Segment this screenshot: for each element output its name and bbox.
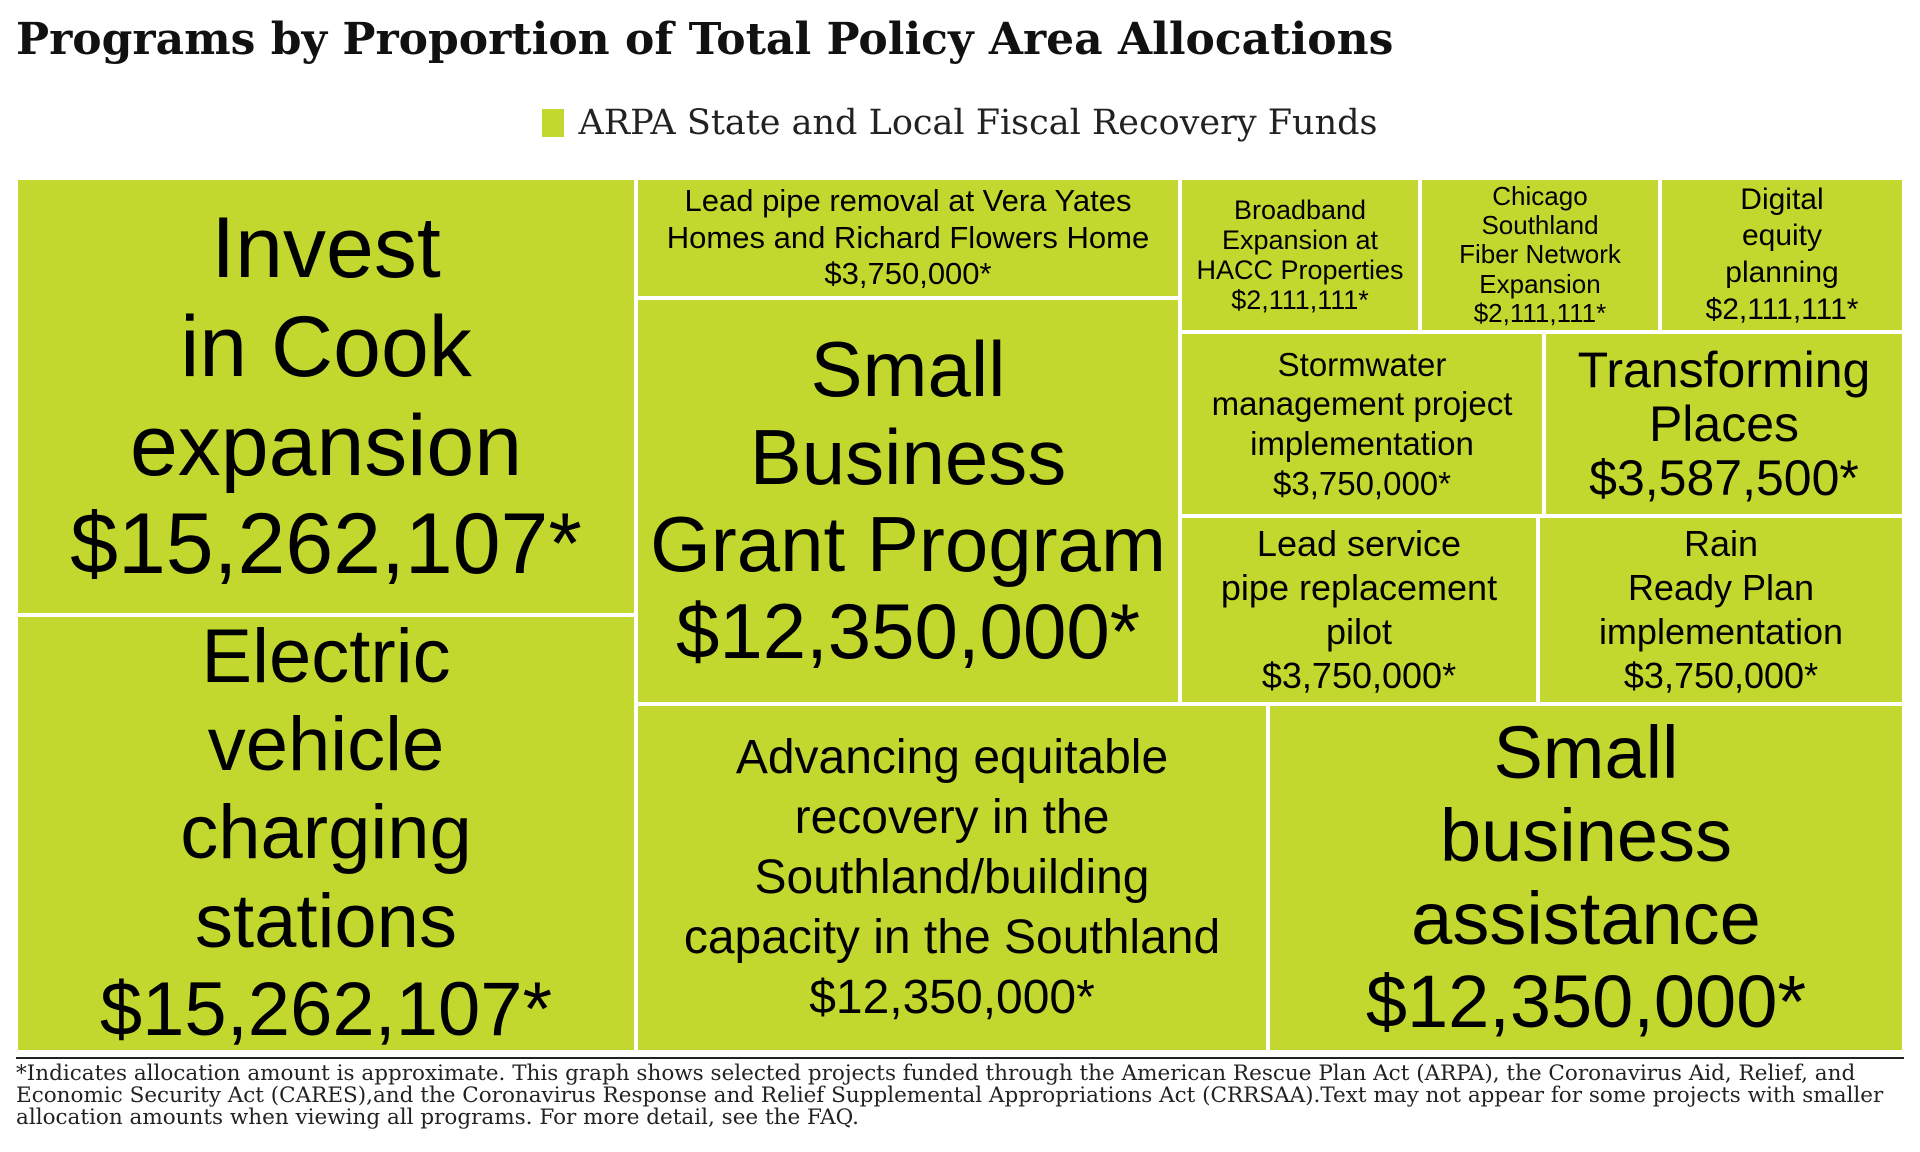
treemap-tile-small-business-assistance[interactable]: Small business assistance $12,350,000* (1268, 704, 1904, 1052)
treemap-tile-value: $3,587,500* (1589, 450, 1859, 506)
treemap-tile-value: $15,262,107* (99, 966, 553, 1052)
treemap-tile-label: Digital equity planning (1725, 182, 1839, 289)
treemap-tile-value: $2,111,111* (1705, 292, 1859, 326)
footnote: *Indicates allocation amount is approxim… (16, 1061, 1884, 1130)
treemap-tile-advancing-equitable-recovery-in-the-sout[interactable]: Advancing equitable recovery in the Southl… (636, 704, 1268, 1052)
treemap-tile-text: Lead service pipe replacement pilot $3,750,… (1221, 522, 1497, 698)
treemap-tile-text: Small business assistance $12,350,000* (1365, 711, 1807, 1044)
treemap-tile-value: $12,350,000* (809, 971, 1095, 1024)
legend: ARPA State and Local Fiscal Recovery Fun… (0, 103, 1920, 143)
treemap-tile-value: $3,750,000* (1272, 464, 1451, 502)
treemap-tile-text: Lead pipe removal at Vera Yates Homes and… (667, 183, 1149, 293)
treemap-tile-label: Electric vehicle charging stations (180, 615, 472, 964)
treemap-tile-value: $3,750,000* (1623, 654, 1819, 696)
treemap-tile-label: Small Business Grant Program (650, 325, 1166, 588)
treemap-tile-text: Broadband Expansion at HACC Properties $2,1… (1196, 195, 1403, 316)
treemap-tile-rain-ready-plan-implementation[interactable]: Rain Ready Plan implementation $3,750,000* (1538, 516, 1904, 704)
treemap-tile-label: Chicago Southland Fiber Network Expansion (1459, 181, 1621, 299)
treemap-tile-broadband-expansion-at-hacc-properties[interactable]: Broadband Expansion at HACC Properties $2,1… (1180, 178, 1420, 332)
treemap-tile-value: $2,111,111* (1231, 285, 1369, 316)
treemap-tile-stormwater-management-project-implementa[interactable]: Stormwater management project implementati… (1180, 332, 1544, 516)
treemap-tile-text: Electric vehicle charging stations $15,262,1… (99, 615, 553, 1052)
treemap-tile-value: $3,750,000* (1261, 654, 1457, 696)
legend-label: ARPA State and Local Fiscal Recovery Fun… (578, 103, 1378, 143)
treemap-tile-value: $12,350,000* (675, 587, 1141, 676)
treemap-tile-label: Broadband Expansion at HACC Properties (1196, 194, 1404, 285)
treemap-tile-electric-vehicle-charging-stations[interactable]: Electric vehicle charging stations $15,262,1… (16, 615, 636, 1052)
treemap-tile-label: Lead service pipe replacement pilot (1220, 523, 1498, 652)
treemap-tile-text: Digital equity planning $2,111,111* (1706, 182, 1859, 328)
treemap-tile-small-business-grant-program[interactable]: Small Business Grant Program $12,350,000* (636, 298, 1180, 704)
footnote-divider (16, 1057, 1904, 1059)
chart-title: Programs by Proportion of Total Policy A… (16, 14, 1394, 65)
treemap-tile-value: $2,111,111* (1473, 297, 1607, 328)
treemap-tile-text: Invest in Cook expansion $15,262,107* (70, 199, 582, 595)
treemap-tile-label: Lead pipe removal at Vera Yates Homes and… (666, 183, 1150, 255)
treemap-tile-text: Stormwater management project implementati… (1212, 345, 1513, 503)
treemap-tile-text: Advancing equitable recovery in the Southl… (684, 728, 1220, 1028)
treemap-tile-text: Transforming Places $3,587,500* (1578, 343, 1871, 505)
treemap-tile-label: Stormwater management project implementati… (1211, 345, 1513, 462)
treemap-tile-value: $3,750,000* (824, 256, 992, 292)
treemap-tile-lead-pipe-removal-at-vera-yates-homes-an[interactable]: Lead pipe removal at Vera Yates Homes and… (636, 178, 1180, 298)
legend-swatch (542, 109, 565, 137)
treemap-tile-text: Rain Ready Plan implementation $3,750,000* (1599, 522, 1843, 698)
treemap-tile-label: Small business assistance (1411, 711, 1761, 960)
treemap-tile-text: Small Business Grant Program $12,350,000* (650, 325, 1166, 676)
treemap-tile-value: $15,262,107* (70, 496, 582, 593)
treemap-tile-invest-in-cook-expansion[interactable]: Invest in Cook expansion $15,262,107* (16, 178, 636, 615)
treemap-tile-label: Transforming Places (1577, 342, 1871, 452)
treemap-tile-digital-equity-planning[interactable]: Digital equity planning $2,111,111* (1660, 178, 1904, 332)
treemap-tile-chicago-southland-fiber-network-expansio[interactable]: Chicago Southland Fiber Network Expansion $2… (1420, 178, 1660, 332)
treemap-tile-transforming-places[interactable]: Transforming Places $3,587,500* (1544, 332, 1904, 516)
treemap-tile-label: Invest in Cook expansion (129, 199, 523, 494)
treemap-tile-label: Rain Ready Plan implementation (1598, 523, 1844, 652)
treemap-tile-text: Chicago Southland Fiber Network Expansion $2… (1459, 182, 1621, 328)
treemap-tile-lead-service-pipe-replacement-pilot[interactable]: Lead service pipe replacement pilot $3,750,… (1180, 516, 1538, 704)
treemap-tile-label: Advancing equitable recovery in the Southl… (683, 731, 1221, 964)
treemap-tile-value: $12,350,000* (1365, 959, 1807, 1043)
